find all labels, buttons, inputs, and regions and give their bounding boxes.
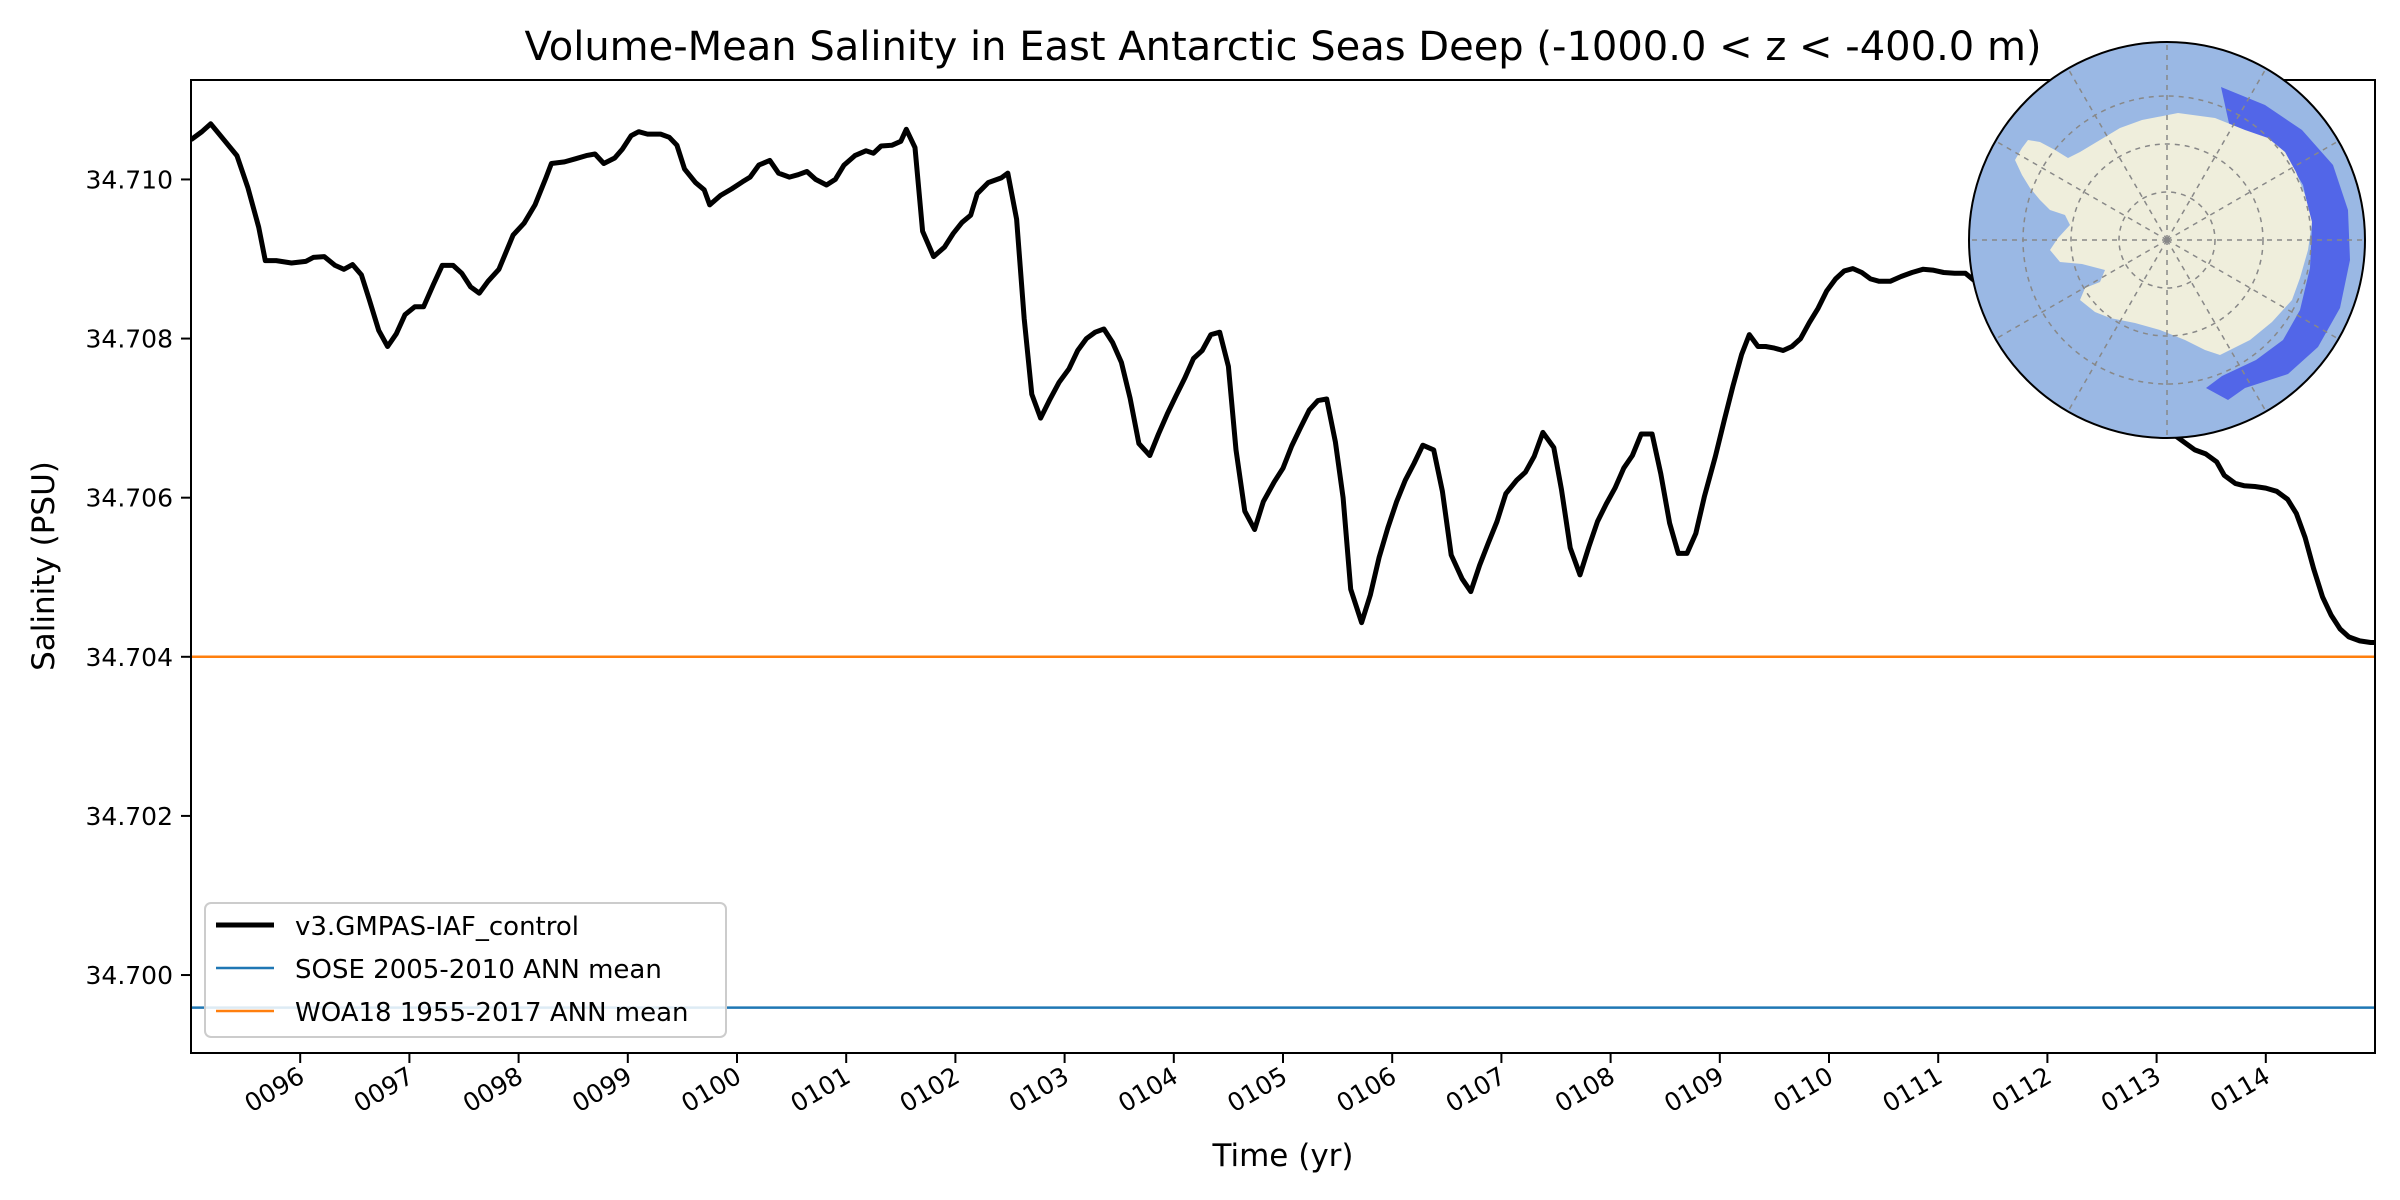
map-gridlines [1969, 42, 2365, 438]
map-antarctica-land [2015, 113, 2312, 355]
map-region-east-antarctic-seas [2206, 87, 2350, 400]
map-latitude-circle [2118, 191, 2216, 289]
map-border [1968, 41, 2366, 439]
x-tick-label: 0100 [676, 1061, 746, 1118]
x-tick-label: 0111 [1878, 1061, 1948, 1118]
y-tick-label: 34.710 [86, 165, 173, 194]
series-v3-gmpas-iaf-control [191, 121, 2375, 645]
x-tick-label: 0105 [1222, 1061, 1292, 1118]
y-tick-label: 34.708 [86, 325, 173, 354]
x-tick-label: 0103 [1004, 1061, 1074, 1118]
y-axis: 34.700 34.702 34.704 34.706 34.708 34.710 [86, 165, 191, 990]
map-meridian [2067, 239, 2168, 412]
map-meridian [1995, 239, 2168, 340]
legend-box [204, 902, 727, 1038]
map-meridian [2067, 68, 2168, 241]
map-meridian [2166, 68, 2267, 241]
x-axis-label: Time (yr) [1212, 1138, 1354, 1174]
x-tick-label: 0114 [2205, 1061, 2275, 1118]
x-tick-label: 0096 [240, 1061, 310, 1118]
x-axis: 0096 0097 0098 0099 0100 0101 0102 0103 0104 0105… [240, 1053, 2275, 1118]
x-tick-label: 0102 [895, 1061, 965, 1118]
x-tick-label: 0106 [1332, 1061, 1402, 1118]
inset-polar-map [1968, 41, 2366, 439]
y-tick-label: 34.706 [86, 484, 173, 513]
x-tick-label: 0109 [1659, 1061, 1729, 1118]
map-meridian [1995, 140, 2168, 241]
x-tick-label: 0097 [349, 1061, 419, 1118]
y-tick-label: 34.702 [86, 802, 173, 831]
x-tick-label: 0112 [1987, 1061, 2057, 1118]
series-line-path [191, 121, 2375, 645]
x-tick-label: 0113 [2096, 1061, 2166, 1118]
y-axis-label: Salinity (PSU) [26, 461, 62, 671]
x-tick-label: 0108 [1550, 1061, 1620, 1118]
x-tick-label: 0101 [786, 1061, 856, 1118]
x-tick-label: 0104 [1113, 1061, 1183, 1118]
legend-label-woa18: WOA18 1955-2017 ANN mean [295, 998, 689, 1028]
map-latitude-circle [2070, 143, 2264, 337]
chart-title: Volume-Mean Salinity in East Antarctic S… [524, 24, 2041, 70]
plot-frame [190, 79, 2376, 1054]
y-tick-label: 34.700 [86, 961, 173, 990]
x-tick-label: 0099 [567, 1061, 637, 1118]
legend-label-sose: SOSE 2005-2010 ANN mean [295, 955, 662, 985]
map-meridian [2166, 140, 2339, 241]
x-tick-label: 0098 [458, 1061, 528, 1118]
x-tick-label: 0107 [1441, 1061, 1511, 1118]
y-tick-label: 34.704 [86, 643, 173, 672]
map-meridian [2166, 239, 2339, 340]
map-meridian [2166, 239, 2267, 412]
legend: v3.GMPAS-IAF_control SOSE 2005-2010 ANN … [204, 902, 727, 1038]
legend-label-v3-gmpas: v3.GMPAS-IAF_control [295, 912, 579, 942]
x-tick-label: 0110 [1768, 1061, 1838, 1118]
